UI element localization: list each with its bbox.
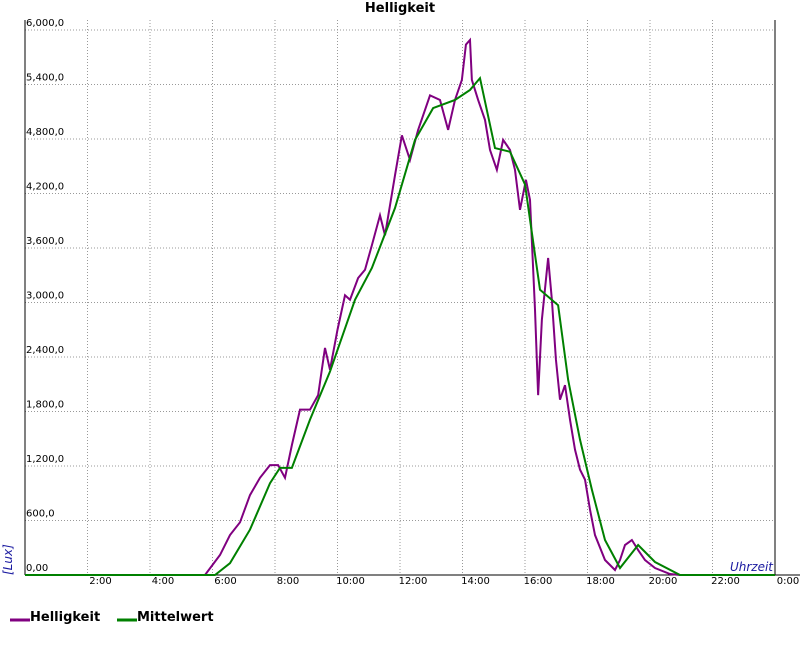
y-tick-label: 0,00 <box>26 563 48 574</box>
x-tick-label: 12:00 <box>399 576 428 587</box>
x-axis-label: Uhrzeit <box>730 560 774 574</box>
x-tick-label: 20:00 <box>649 576 678 587</box>
series-line <box>25 75 775 576</box>
x-tick-label: 0:00 <box>777 576 799 587</box>
y-tick-label: 1,800,0 <box>26 400 64 411</box>
y-tick-label: 600,0 <box>26 509 55 520</box>
y-tick-label: 3,000,0 <box>26 291 64 302</box>
x-tick-label: 2:00 <box>89 576 111 587</box>
y-tick-label: 6,000,0 <box>26 18 64 29</box>
y-axis-label: [Lux] <box>1 544 15 575</box>
x-tick-label: 4:00 <box>152 576 174 587</box>
x-tick-label: 18:00 <box>586 576 615 587</box>
y-tick-label: 1,200,0 <box>26 454 64 465</box>
x-tick-label: 8:00 <box>277 576 299 587</box>
x-tick-label: 22:00 <box>711 576 740 587</box>
x-tick-label: 14:00 <box>461 576 490 587</box>
y-tick-label: 5,400,0 <box>26 73 64 84</box>
chart-title: Helligkeit <box>365 1 435 16</box>
y-tick-label: 4,200,0 <box>26 182 64 193</box>
x-tick-label: 10:00 <box>336 576 365 587</box>
x-tick-label: 6:00 <box>214 576 236 587</box>
y-tick-label: 3,600,0 <box>26 236 64 247</box>
series-line <box>25 37 775 576</box>
y-tick-label: 4,800,0 <box>26 127 64 138</box>
x-tick-label: 16:00 <box>524 576 553 587</box>
y-tick-label: 2,400,0 <box>26 345 64 356</box>
legend-label: Mittelwert <box>137 610 214 625</box>
legend-label: Helligkeit <box>30 610 100 625</box>
